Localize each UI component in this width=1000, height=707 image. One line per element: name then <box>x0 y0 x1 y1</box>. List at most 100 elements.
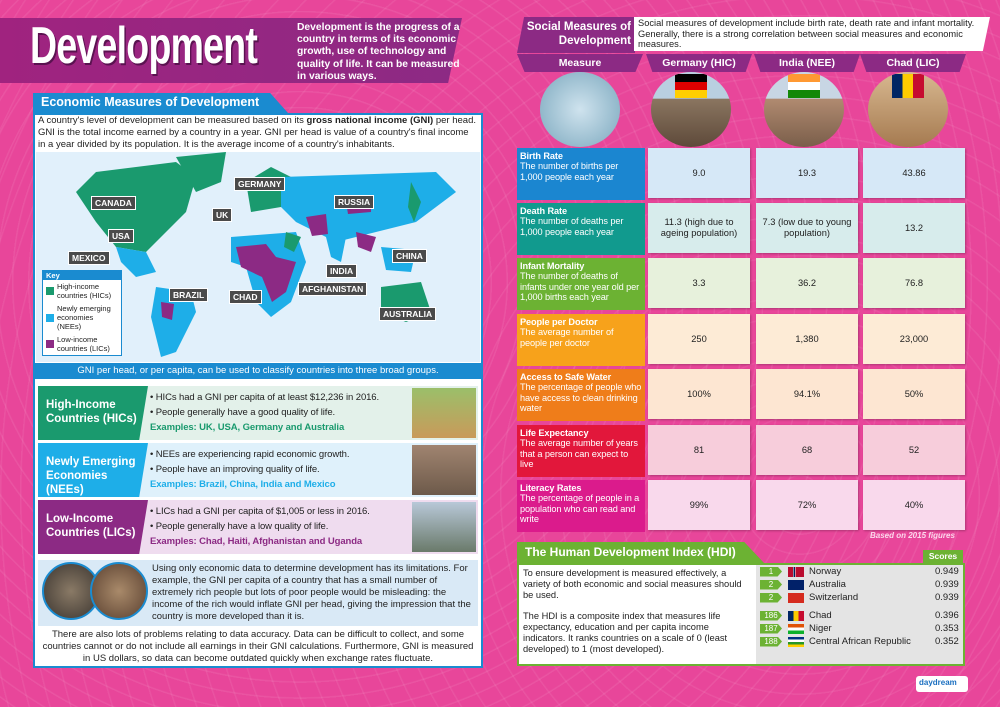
economic-intro: A country's level of development can be … <box>38 115 478 151</box>
key-label: Low-income countries (LICs) <box>57 335 110 353</box>
table-cell: 94.1% <box>756 369 858 419</box>
key-swatch <box>46 340 54 348</box>
table-cell: 7.3 (low due to young population) <box>756 203 858 253</box>
map-label-mexico: MEXICO <box>68 251 110 265</box>
table-cell: 100% <box>648 369 750 419</box>
income-group-nee: Newly Emerging Economies (NEEs) • NEEs ar… <box>38 443 478 497</box>
group-bullet: • HICs had a GNI per capita of at least … <box>150 392 380 403</box>
hdi-row: 186 Chad 0.396 <box>760 609 965 622</box>
india-photo <box>764 72 844 147</box>
income-group-lic: Low-Income Countries (LICs) • LICs had a … <box>38 500 478 554</box>
rank-badge: 187 <box>760 623 782 634</box>
group-bullet: • People generally have a good quality o… <box>150 407 336 418</box>
row-title: Infant Mortality <box>520 261 585 271</box>
table-cell: 1,380 <box>756 314 858 364</box>
central-african-republic-flag-icon <box>788 636 804 647</box>
limitations-text: Using only economic data to determine de… <box>152 563 471 622</box>
hdi-para-1: To ensure development is measured effect… <box>523 568 742 600</box>
group-name: Low-Income Countries (LICs) <box>38 500 148 554</box>
table-cell: 68 <box>756 425 858 475</box>
row-description: The average number of years that a perso… <box>520 438 638 470</box>
intro-pre: A country's level of development can be … <box>38 115 307 126</box>
hdi-score: 0.352 <box>935 636 959 647</box>
footnote: Based on 2015 figures <box>870 531 955 540</box>
map-label-brazil: BRAZIL <box>169 288 209 302</box>
row-label-birth-rate: Birth Rate The number of births per 1,000… <box>517 148 645 200</box>
row-description: The number of deaths of infants under on… <box>520 271 640 303</box>
key-title: Key <box>43 271 121 280</box>
row-title: Death Rate <box>520 206 567 216</box>
hdi-row: 188 Central African Republic 0.352 <box>760 635 965 648</box>
country-name: Central African Republic <box>809 636 911 647</box>
intro-text: Development is the progress of a country… <box>297 22 460 82</box>
table-cell: 52 <box>863 425 965 475</box>
country-name: Niger <box>809 623 832 634</box>
row-label-literacy-rates: Literacy Rates The percentage of people i… <box>517 480 645 532</box>
row-title: Birth Rate <box>520 151 563 161</box>
rank-badge: 188 <box>760 636 782 647</box>
row-title: Access to Safe Water <box>520 372 612 382</box>
table-cell: 23,000 <box>863 314 965 364</box>
hdi-row: 2 Australia 0.939 <box>760 578 965 591</box>
map-label-uk: UK <box>212 208 233 222</box>
row-title: Literacy Rates <box>520 483 582 493</box>
gni-note: GNI per head, or per capita, can be used… <box>35 363 481 379</box>
group-details: • HICs had a GNI per capita of at least … <box>140 386 410 440</box>
map-label-russia: RUSSIA <box>334 195 375 209</box>
table-cell: 43.86 <box>863 148 965 198</box>
column-header-measure: Measure <box>517 54 643 72</box>
group-bullet: • NEEs are experiencing rapid economic g… <box>150 449 350 460</box>
table-cell: 9.0 <box>648 148 750 198</box>
table-cell: 13.2 <box>863 203 965 253</box>
row-description: The percentage of people who have access… <box>520 382 642 414</box>
key-item-nee: Newly emerging economies (NEEs) <box>43 302 121 333</box>
page-title: Development <box>30 17 258 75</box>
chad-flag-icon <box>788 610 804 621</box>
hdi-row: 187 Niger 0.353 <box>760 622 965 635</box>
country-name: Australia <box>809 579 846 590</box>
table-cell: 40% <box>863 480 965 530</box>
group-bullet: • People generally have a low quality of… <box>150 521 329 532</box>
row-description: The number of deaths per 1,000 people ea… <box>520 216 624 237</box>
intro-post: per head. GNI is the total income earned… <box>38 115 476 150</box>
map-label-germany: GERMANY <box>234 177 286 191</box>
country-name: Norway <box>809 566 842 577</box>
table-cell: 19.3 <box>756 148 858 198</box>
table-cell: 3.3 <box>648 258 750 308</box>
column-header-chad: Chad (LIC) <box>860 54 966 72</box>
row-title: Life Expectancy <box>520 428 589 438</box>
hdi-row: 2 Switzerland 0.939 <box>760 591 965 604</box>
rank-badge: 2 <box>760 579 782 590</box>
social-heading: Social Measures of Development <box>517 17 635 53</box>
hdi-score: 0.939 <box>935 592 959 603</box>
switzerland-flag-icon <box>788 592 804 603</box>
table-cell: 11.3 (high due to ageing population) <box>648 203 750 253</box>
row-label-death-rate: Death Rate The number of deaths per 1,000… <box>517 203 645 255</box>
hdi-text: To ensure development is measured effect… <box>523 568 751 655</box>
germany-flag-icon <box>675 74 707 98</box>
table-cell: 76.8 <box>863 258 965 308</box>
key-swatch <box>46 287 54 295</box>
row-description: The average number of people per doctor <box>520 327 614 348</box>
world-map: CANADA USA MEXICO BRAZIL UK GERMANY RUSS… <box>36 152 480 362</box>
group-details: • NEEs are experiencing rapid economic g… <box>140 443 410 497</box>
key-swatch <box>46 313 54 322</box>
group-name: Newly Emerging Economies (NEEs) <box>38 443 148 497</box>
group-details: • LICs had a GNI per capita of $1,005 or… <box>140 500 410 554</box>
group-name: High-Income Countries (HICs) <box>38 386 148 440</box>
tablet-photo <box>540 72 620 147</box>
economic-heading: Economic Measures of Development <box>33 93 288 113</box>
map-label-chad: CHAD <box>229 290 262 304</box>
key-item-hic: High-income countries (HICs) <box>43 280 121 302</box>
map-label-canada: CANADA <box>91 196 136 210</box>
row-description: The number of births per 1,000 people ea… <box>520 161 619 182</box>
australia-flag-icon <box>788 579 804 590</box>
intro-bold: gross national income (GNI) <box>306 115 434 126</box>
group-photo <box>412 502 476 552</box>
table-cell: 81 <box>648 425 750 475</box>
rank-badge: 2 <box>760 592 782 603</box>
country-name: Switzerland <box>809 592 859 603</box>
table-cell: 50% <box>863 369 965 419</box>
column-header-india: India (NEE) <box>754 54 860 72</box>
row-label-people-per-doctor: People per Doctor The average number of p… <box>517 314 645 366</box>
